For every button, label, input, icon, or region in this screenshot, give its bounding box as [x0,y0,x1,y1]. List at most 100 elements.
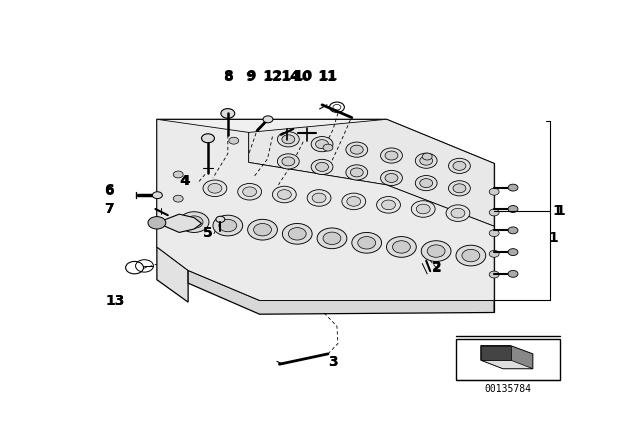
Circle shape [277,132,300,147]
Circle shape [277,154,300,169]
Circle shape [203,180,227,197]
Text: 5: 5 [203,226,213,240]
Circle shape [453,184,466,193]
Circle shape [381,200,396,210]
Circle shape [347,197,361,206]
Polygon shape [456,340,560,380]
Circle shape [489,188,499,195]
Circle shape [446,205,470,221]
Circle shape [451,208,465,218]
Circle shape [317,228,347,249]
Circle shape [508,227,518,234]
Circle shape [381,148,403,163]
Circle shape [350,145,364,154]
Circle shape [346,142,368,157]
Text: 11: 11 [318,69,338,83]
Text: 9: 9 [245,70,255,84]
Polygon shape [249,119,494,226]
Text: 13: 13 [105,294,124,308]
Text: 13: 13 [105,294,124,308]
Text: 8: 8 [223,69,233,83]
Text: 14: 14 [281,69,301,83]
Circle shape [392,241,410,253]
Text: 1: 1 [552,204,562,218]
Text: 12: 12 [262,70,282,84]
Circle shape [311,137,333,152]
Circle shape [428,245,445,257]
Text: 4: 4 [179,174,189,188]
Circle shape [316,140,328,149]
Circle shape [312,193,326,203]
Circle shape [412,201,435,217]
Circle shape [323,144,333,151]
Circle shape [216,216,225,223]
Circle shape [185,216,203,228]
Text: 14: 14 [280,70,300,84]
Polygon shape [481,345,533,369]
Circle shape [415,153,437,168]
Polygon shape [157,119,494,301]
Circle shape [282,135,295,144]
Text: 5: 5 [203,226,213,240]
Text: 00135784: 00135784 [484,384,532,394]
Circle shape [228,137,239,144]
Circle shape [489,271,499,278]
Circle shape [282,224,312,244]
Text: 3: 3 [328,356,338,370]
Polygon shape [157,119,494,301]
Text: 4: 4 [180,174,190,188]
Circle shape [420,156,433,165]
Circle shape [221,108,235,118]
Circle shape [449,158,470,173]
Circle shape [273,186,296,203]
Text: 6: 6 [104,184,113,198]
Circle shape [248,220,277,240]
Circle shape [508,249,518,255]
Text: 10: 10 [292,70,312,84]
Circle shape [489,230,499,237]
Circle shape [508,184,518,191]
Text: 1: 1 [549,231,559,246]
Text: 12: 12 [264,69,283,83]
Circle shape [253,224,271,236]
Circle shape [489,250,499,257]
Circle shape [489,209,499,216]
Circle shape [173,220,183,226]
Polygon shape [157,214,202,233]
Circle shape [148,216,166,229]
Circle shape [453,161,466,170]
Circle shape [456,245,486,266]
Text: 11: 11 [317,70,337,84]
Circle shape [173,195,183,202]
Text: 9: 9 [246,69,256,83]
Circle shape [376,197,401,213]
Circle shape [449,181,470,196]
Text: 1: 1 [555,204,565,218]
Circle shape [385,151,398,160]
Circle shape [508,206,518,212]
Circle shape [219,220,237,232]
Circle shape [508,271,518,277]
Circle shape [173,171,183,178]
Text: 7: 7 [104,202,113,216]
Text: 8: 8 [223,70,233,84]
Polygon shape [481,345,511,360]
Circle shape [416,204,430,214]
Polygon shape [157,247,188,302]
Circle shape [288,228,306,240]
Circle shape [352,233,381,253]
Circle shape [381,170,403,185]
Text: 7: 7 [104,202,113,216]
Text: 6: 6 [104,183,113,197]
Circle shape [385,173,398,182]
Circle shape [277,190,291,199]
Circle shape [342,193,365,210]
Text: 3: 3 [328,356,338,370]
Circle shape [179,212,209,233]
Circle shape [213,215,243,236]
Circle shape [237,184,262,200]
Circle shape [358,237,376,249]
Text: 2: 2 [432,261,442,276]
Circle shape [311,159,333,174]
Polygon shape [188,271,494,314]
